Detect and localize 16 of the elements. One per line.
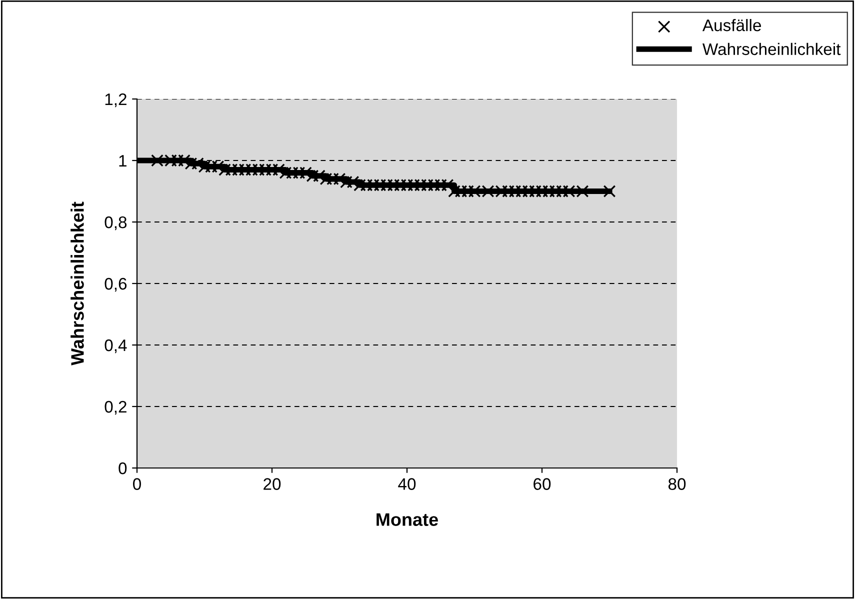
- y-tick-label: 0,6: [104, 278, 127, 292]
- y-tick-label: 0,2: [104, 400, 126, 415]
- y-axis-title: Wahrscheinlichkeit: [70, 202, 84, 366]
- y-tick-label: 0,8: [104, 216, 127, 230]
- x-tick-label: 40: [398, 478, 416, 490]
- y-tick-label: 1,2: [105, 93, 126, 108]
- y-tick-label: 1: [119, 155, 126, 167]
- x-tick-label: 20: [264, 478, 281, 490]
- x-tick-label: 60: [534, 478, 551, 490]
- y-tick-label: 0: [118, 462, 127, 474]
- y-tick-label: 0,4: [104, 339, 127, 354]
- x-tick-label: 80: [668, 478, 686, 490]
- x-axis-title: Monate: [376, 513, 438, 526]
- legend-label: Wahrscheinlichkeit: [702, 42, 841, 56]
- x-tick-label: 0: [133, 478, 141, 490]
- legend-label: Ausfälle: [702, 18, 761, 32]
